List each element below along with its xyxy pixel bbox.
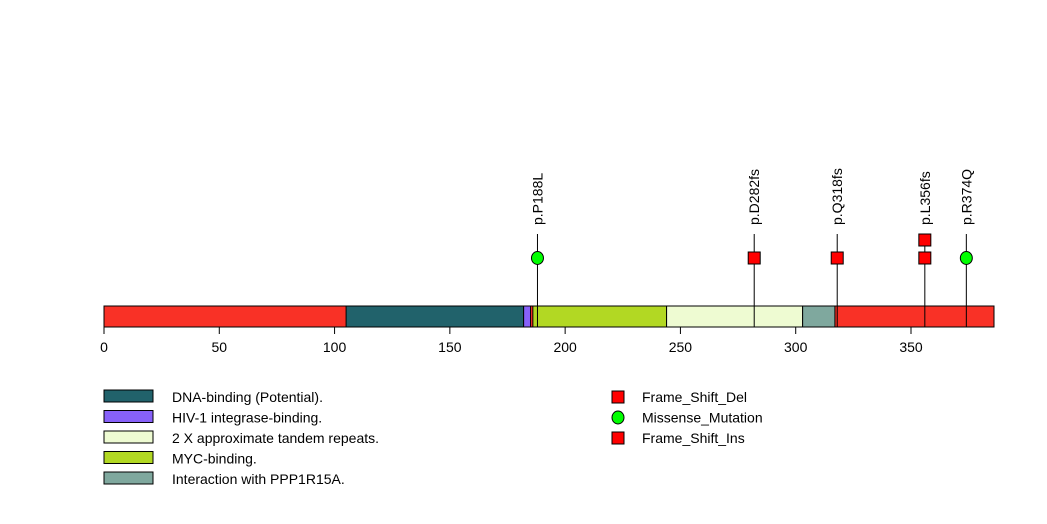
mutation-label: p.P188L: [529, 173, 545, 225]
mutation-marker-square: [918, 251, 932, 265]
legend-domain-swatch: [103, 430, 154, 444]
legend-mutation-square: [611, 390, 625, 404]
domain-2: [532, 305, 668, 328]
mutation-label: p.R374Q: [958, 169, 974, 225]
domain-1: [523, 305, 532, 328]
mutation-label: p.L356fs: [917, 171, 933, 225]
x-tick-label: 200: [553, 339, 577, 355]
legend-domain-swatch: [103, 389, 154, 403]
mutation-label: p.D282fs: [746, 169, 762, 225]
domain-4: [802, 305, 836, 328]
legend-mutation-label: Frame_Shift_Del: [642, 389, 747, 405]
x-tick-label: 150: [438, 339, 462, 355]
mutation-marker-square: [918, 233, 932, 247]
legend-domain-swatch: [103, 451, 154, 464]
mutation-marker-circle: [959, 251, 973, 265]
mutation-marker-circle: [530, 251, 544, 265]
legend-mutation-label: Frame_Shift_Ins: [642, 430, 745, 446]
legend-domain-swatch: [103, 471, 154, 485]
x-tick-label: 300: [784, 339, 808, 355]
mutation-marker-square: [830, 251, 844, 265]
x-tick-label: 0: [100, 339, 108, 355]
legend-mutation-label: Missense_Mutation: [642, 410, 763, 426]
legend-domain-swatch: [103, 410, 154, 423]
legend-domain-label: 2 X approximate tandem repeats.: [172, 430, 379, 446]
x-tick-label: 100: [323, 339, 347, 355]
legend-domain-label: Interaction with PPP1R15A.: [172, 471, 345, 487]
legend-domain-label: MYC-binding.: [172, 451, 257, 467]
mutation-marker-square: [747, 251, 761, 265]
x-tick-label: 50: [211, 339, 227, 355]
domain-0: [345, 305, 525, 328]
x-tick-label: 350: [899, 339, 923, 355]
x-tick-label: 250: [669, 339, 693, 355]
legend-domain-label: HIV-1 integrase-binding.: [172, 410, 322, 426]
domain-3: [666, 305, 804, 328]
legend-mutation-circle: [611, 410, 625, 425]
legend-domain-label: DNA-binding (Potential).: [172, 389, 323, 405]
mutation-label: p.Q318fs: [829, 168, 845, 225]
legend-mutation-square: [611, 431, 625, 445]
